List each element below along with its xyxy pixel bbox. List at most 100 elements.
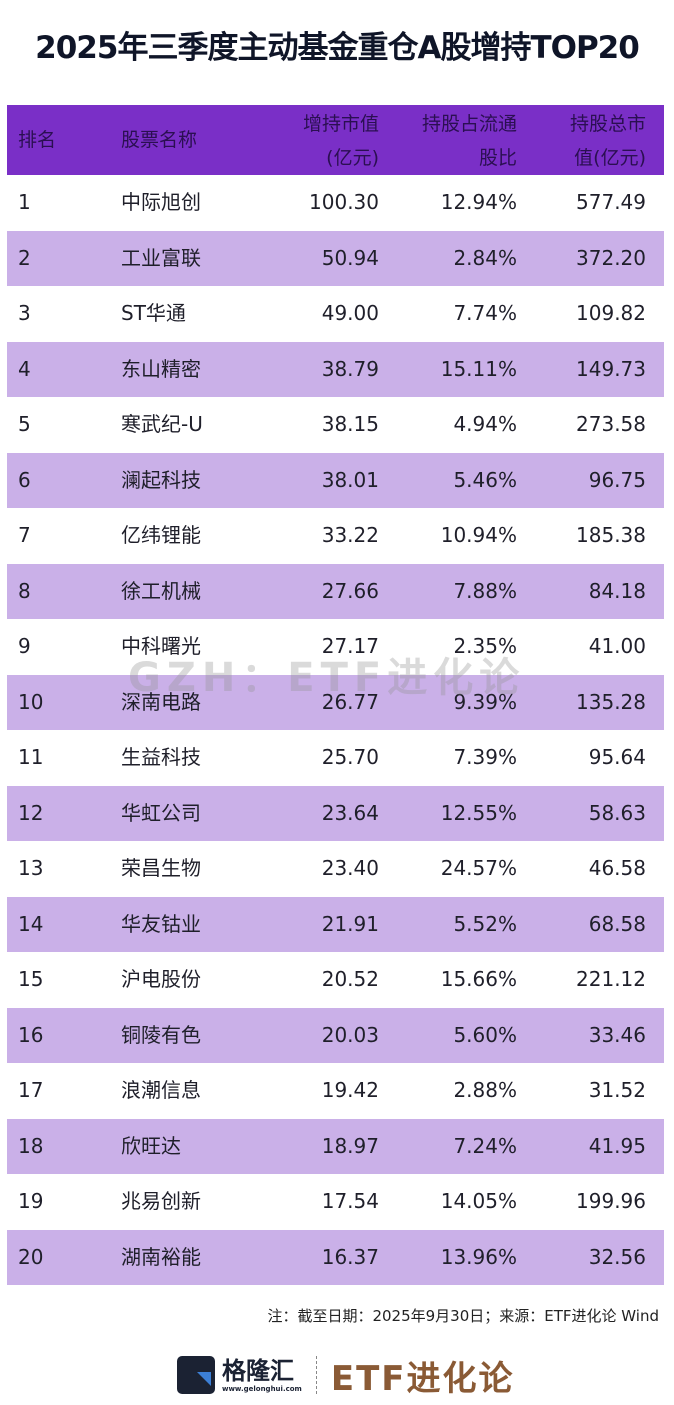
rank-cell: 15 (18, 967, 44, 991)
gelonghui-url: www.gelonghui.com (222, 1385, 302, 1393)
stock-name-cell: 寒武纪-U (121, 412, 203, 436)
increase-value-cell: 38.01 (321, 467, 379, 492)
table-row: 8 徐工机械 27.66 7.88% 84.18 (7, 563, 664, 619)
table-row: 1 中际旭创 100.30 12.94% 577.49 (7, 175, 664, 231)
total-value-cell: 95.64 (588, 745, 646, 769)
stock-name-cell: 徐工机械 (121, 578, 201, 603)
total-value-cell: 273.58 (576, 412, 646, 436)
total-value-cell: 41.95 (588, 1133, 646, 1158)
table-row: 16 铜陵有色 20.03 5.60% 33.46 (7, 1007, 664, 1063)
stock-name-cell: ST华通 (121, 301, 186, 325)
stock-name-cell: 华友钴业 (121, 911, 201, 936)
page-title: 2025年三季度主动基金重仓A股增持TOP20 (35, 30, 640, 66)
float-pct-cell: 13.96% (440, 1244, 517, 1269)
float-pct-cell: 14.05% (440, 1189, 517, 1213)
header-increase-line1: 增持市值 (302, 113, 379, 135)
increase-value-cell: 21.91 (321, 911, 379, 936)
float-pct-cell: 24.57% (440, 856, 517, 880)
increase-value-cell: 20.03 (321, 1022, 379, 1047)
float-pct-cell: 2.88% (453, 1078, 517, 1102)
rank-cell: 19 (18, 1189, 44, 1213)
rank-cell: 10 (18, 689, 44, 714)
table-row: 5 寒武纪-U 38.15 4.94% 273.58 (7, 397, 664, 453)
source-note: 注：截至日期：2025年9月30日；来源：ETF进化论 Wind (267, 1307, 659, 1325)
increase-value-cell: 20.52 (321, 967, 379, 991)
table-body: 1 中际旭创 100.30 12.94% 577.49 2 工业富联 50.94 2.84% 37… (7, 175, 664, 1285)
rank-cell: 12 (18, 800, 44, 825)
stock-name-cell: 工业富联 (121, 245, 201, 270)
stock-name-cell: 沪电股份 (121, 967, 201, 991)
increase-value-cell: 38.15 (321, 412, 379, 436)
table-row: 7 亿纬锂能 33.22 10.94% 185.38 (7, 508, 664, 564)
rank-cell: 9 (18, 634, 31, 658)
increase-value-cell: 49.00 (321, 301, 379, 325)
total-value-cell: 84.18 (588, 578, 646, 603)
increase-value-cell: 25.70 (321, 745, 379, 769)
increase-value-cell: 19.42 (321, 1078, 379, 1102)
float-pct-cell: 7.39% (453, 745, 517, 769)
increase-value-cell: 23.40 (321, 856, 379, 880)
total-value-cell: 372.20 (576, 245, 646, 270)
total-value-cell: 96.75 (588, 467, 646, 492)
footer-logos: 格隆汇 www.gelonghui.com ETF进化论 (177, 1353, 515, 1399)
total-value-cell: 109.82 (576, 301, 646, 325)
header-pct-line2: 股比 (478, 147, 517, 169)
float-pct-cell: 7.74% (453, 301, 517, 325)
float-pct-cell: 9.39% (453, 689, 517, 714)
rank-cell: 5 (18, 412, 31, 436)
table-row: 18 欣旺达 18.97 7.24% 41.95 (7, 1118, 664, 1174)
float-pct-cell: 15.66% (440, 967, 517, 991)
float-pct-cell: 5.46% (453, 467, 517, 492)
stock-name-cell: 湖南裕能 (121, 1244, 201, 1269)
total-value-cell: 41.00 (588, 634, 646, 658)
rank-cell: 6 (18, 467, 31, 492)
rank-cell: 11 (18, 745, 44, 769)
stock-name-cell: 荣昌生物 (121, 856, 201, 880)
table-row: 14 华友钴业 21.91 5.52% 68.58 (7, 896, 664, 952)
gelonghui-logo-icon (177, 1356, 215, 1394)
rank-cell: 1 (18, 190, 31, 214)
table-row: 9 中科曙光 27.17 2.35% 41.00 (7, 619, 664, 675)
float-pct-cell: 10.94% (440, 523, 517, 547)
footer-divider (315, 1356, 317, 1394)
float-pct-cell: 12.55% (440, 800, 517, 825)
header-increase: 增持市值 (亿元) (303, 107, 379, 175)
stock-name-cell: 生益科技 (121, 745, 201, 769)
float-pct-cell: 12.94% (440, 190, 517, 214)
rank-cell: 18 (18, 1133, 44, 1158)
float-pct-cell: 2.35% (453, 634, 517, 658)
float-pct-cell: 4.94% (453, 412, 517, 436)
increase-value-cell: 26.77 (321, 689, 379, 714)
rank-cell: 3 (18, 301, 31, 325)
header-rank: 排名 (18, 129, 57, 151)
total-value-cell: 58.63 (588, 800, 646, 825)
table-row: 2 工业富联 50.94 2.84% 372.20 (7, 230, 664, 286)
float-pct-cell: 5.60% (453, 1022, 517, 1047)
increase-value-cell: 16.37 (321, 1244, 379, 1269)
stock-name-cell: 铜陵有色 (121, 1022, 201, 1047)
float-pct-cell: 2.84% (453, 245, 517, 270)
total-value-cell: 577.49 (576, 190, 646, 214)
increase-value-cell: 33.22 (321, 523, 379, 547)
increase-value-cell: 27.17 (321, 634, 379, 658)
header-float-pct: 持股占流通 股比 (422, 107, 517, 175)
rank-cell: 16 (18, 1022, 44, 1047)
increase-value-cell: 18.97 (321, 1133, 379, 1158)
total-value-cell: 31.52 (588, 1078, 646, 1102)
header-total-line1: 持股总市 (569, 113, 646, 135)
total-value-cell: 221.12 (576, 967, 646, 991)
float-pct-cell: 7.88% (453, 578, 517, 603)
stock-name-cell: 浪潮信息 (121, 1078, 201, 1102)
stock-name-cell: 中际旭创 (121, 190, 201, 214)
total-value-cell: 185.38 (576, 523, 646, 547)
etf-brand: ETF进化论 (330, 1358, 515, 1399)
increase-value-cell: 27.66 (321, 578, 379, 603)
rank-cell: 7 (18, 523, 31, 547)
table-row: 20 湖南裕能 16.37 13.96% 32.56 (7, 1229, 664, 1285)
stock-name-cell: 澜起科技 (121, 467, 201, 492)
rank-cell: 17 (18, 1078, 44, 1102)
increase-value-cell: 50.94 (321, 245, 379, 270)
total-value-cell: 149.73 (576, 356, 646, 381)
increase-value-cell: 17.54 (321, 1189, 379, 1213)
increase-value-cell: 23.64 (321, 800, 379, 825)
